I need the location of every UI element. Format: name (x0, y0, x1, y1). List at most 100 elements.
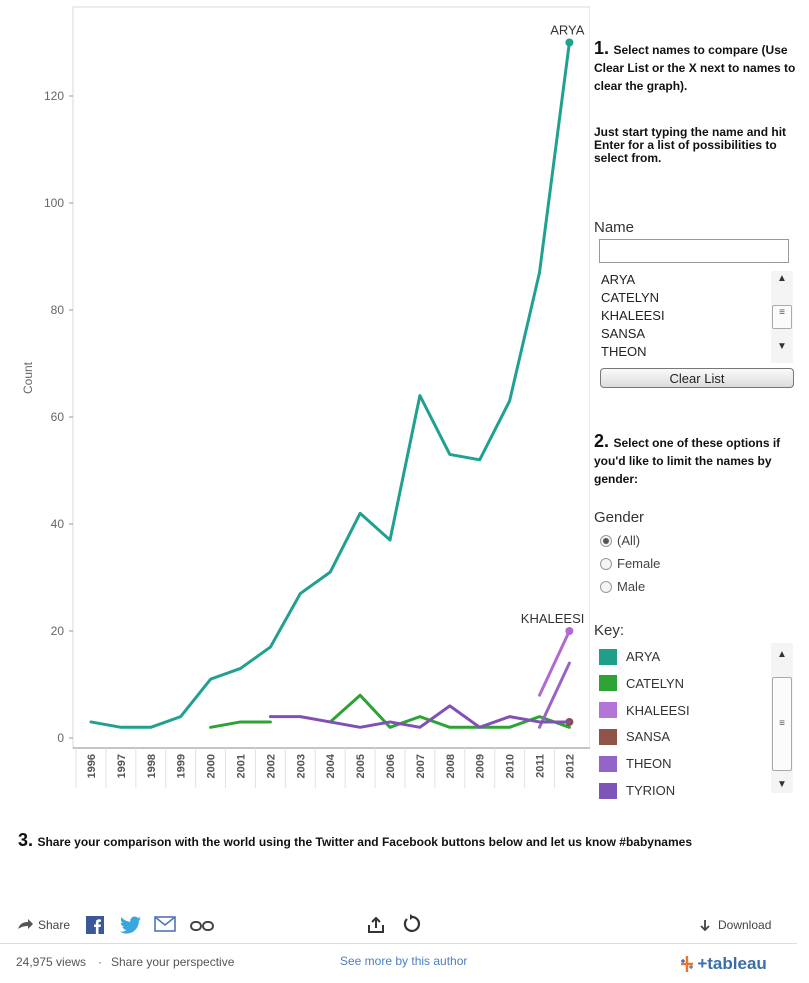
legend-label: KHALEESI (626, 702, 690, 718)
gender-filter-label: Gender (594, 509, 645, 526)
download-label[interactable]: Download (718, 918, 772, 932)
legend-swatch (599, 782, 617, 799)
step1-instructions: 1. Select names to compare (Use Clear Li… (594, 38, 804, 95)
y-tick-label: 40 (51, 517, 65, 531)
x-tick-label: 2004 (325, 753, 337, 778)
legend-item[interactable]: TYRION (599, 782, 675, 800)
tableau-cross-icon (681, 956, 693, 972)
radio-button[interactable] (600, 557, 612, 570)
legend-item[interactable]: ARYA (599, 648, 660, 666)
scroll-down-icon[interactable]: ▼ (777, 341, 787, 352)
x-tick-label: 1997 (116, 754, 128, 778)
legend-item[interactable]: CATELYN (599, 675, 684, 693)
legend-item[interactable]: KHALEESI (599, 702, 690, 720)
radio-button[interactable] (600, 580, 612, 593)
legend-label: SANSA (626, 729, 671, 745)
scroll-up-icon[interactable]: ▲ (777, 649, 787, 660)
name-list-item[interactable]: CATELYN (601, 290, 660, 305)
name-list-item[interactable]: THEON (601, 344, 647, 359)
share-box-icon[interactable] (366, 915, 386, 940)
view-count: 24,975 views (16, 955, 87, 969)
step3-number: 3. (18, 830, 34, 850)
x-tick-label: 2001 (236, 754, 248, 778)
link-icon[interactable] (190, 919, 214, 937)
radio-button[interactable] (600, 534, 612, 547)
x-tick-label: 1999 (176, 754, 188, 778)
facebook-icon[interactable] (86, 916, 104, 939)
line-chart: 0 20 40 60 80 100 120 Count 1996 1997 1998 1999 2000… (21, 6, 590, 788)
annotation-label: KHALEESI (521, 611, 585, 626)
chart-area: 0 20 40 60 80 100 120 Count 1996 1997 1998 1999 2000… (21, 6, 590, 788)
plot-frame (72, 6, 590, 749)
legend-item[interactable]: SANSA (599, 728, 670, 746)
step3-instructions: 3. Share your comparison with the world … (18, 830, 808, 851)
name-list-scrollbar[interactable]: ▲ ≡ ▼ (771, 271, 793, 363)
legend-swatch (599, 675, 617, 692)
x-tick-label: 2003 (295, 754, 307, 778)
step2-text: Select one of these options if you'd lik… (594, 436, 781, 486)
legend-swatch (599, 702, 617, 719)
legend-swatch (599, 728, 617, 745)
x-tick-label: 2008 (445, 754, 457, 778)
name-list-item[interactable]: ARYA (601, 272, 636, 287)
arya-series-line (89, 41, 571, 729)
legend-label: ARYA (626, 649, 661, 664)
legend-item[interactable]: THEON (599, 755, 672, 773)
tyrion-series-line (268, 704, 571, 729)
gender-option-label: (All) (617, 533, 641, 548)
revert-icon[interactable] (401, 914, 421, 939)
twitter-icon[interactable] (120, 916, 142, 939)
chart-axes: 0 20 40 60 80 100 120 Count 1996 1997 1998 1999 2000… (21, 6, 590, 788)
step3-text: Share your comparison with the world usi… (37, 835, 693, 849)
share-arrow-icon[interactable] (16, 916, 34, 937)
annotation-point (565, 38, 574, 47)
step1-number: 1. (594, 38, 610, 58)
name-list-item[interactable]: SANSA (601, 326, 646, 341)
scroll-down-icon[interactable]: ▼ (777, 779, 787, 790)
x-tick-label: 2005 (355, 754, 367, 778)
share-perspective-link[interactable]: Share your perspective (111, 955, 235, 969)
y-axis-label: Count (21, 361, 35, 394)
chart-annotations: ARYA KHALEESI (521, 23, 585, 635)
step2-number: 2. (594, 431, 610, 451)
step1-hint: Just start typing the name and hit Enter… (594, 125, 787, 165)
name-search-input[interactable] (599, 239, 789, 263)
legend-scrollbar[interactable]: ▲ ≡ ▼ (771, 643, 793, 793)
tableau-wordmark: +tableau (697, 954, 767, 973)
y-tick-label: 80 (51, 303, 65, 317)
share-label[interactable]: Share (38, 918, 71, 932)
legend-label: THEON (626, 756, 672, 772)
key-legend-label: Key: (594, 622, 625, 639)
x-tick-label: 2000 (206, 754, 218, 778)
tableau-logo[interactable]: +tableau (680, 954, 767, 974)
legend-label: CATELYN (626, 675, 685, 691)
x-tick-label: 2012 (564, 754, 576, 778)
scroll-thumb[interactable]: ≡ (772, 305, 792, 329)
gender-option[interactable]: Male (600, 578, 645, 596)
legend-label: TYRION (626, 783, 676, 798)
x-tick-label: 2010 (505, 754, 517, 778)
name-list-item[interactable]: KHALEESI (601, 308, 665, 323)
download-arrow-icon[interactable] (699, 919, 711, 938)
y-tick-label: 0 (57, 731, 64, 745)
gender-option[interactable]: (All) (600, 532, 640, 550)
gender-option-label: Male (617, 579, 646, 594)
x-tick-label: 2007 (415, 754, 427, 778)
scroll-up-icon[interactable]: ▲ (777, 273, 787, 284)
footer-divider (0, 943, 797, 944)
y-tick-label: 100 (44, 196, 64, 210)
gender-option-label: Female (617, 556, 661, 571)
scroll-thumb[interactable]: ≡ (772, 677, 792, 771)
khaleesi-series-line (538, 629, 571, 697)
legend-swatch (599, 648, 617, 665)
x-tick-label: 2011 (535, 754, 547, 778)
gender-option[interactable]: Female (600, 555, 660, 573)
x-tick-label: 2006 (385, 754, 397, 778)
x-tick-label: 1996 (86, 754, 98, 778)
chart-lines (89, 41, 574, 729)
clear-list-button[interactable]: Clear List (600, 368, 794, 388)
author-link[interactable]: See more by this author (340, 954, 468, 968)
x-tick-label: 2002 (265, 754, 277, 778)
email-icon[interactable] (154, 916, 176, 937)
